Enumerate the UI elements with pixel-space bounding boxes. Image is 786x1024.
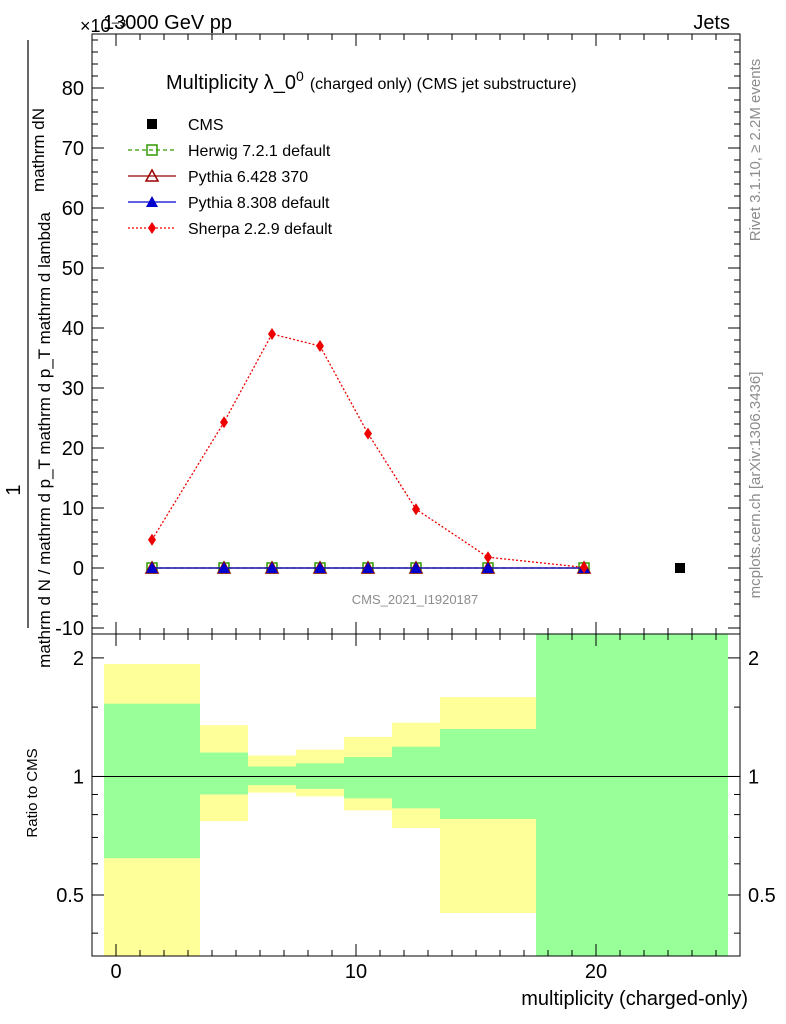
main-series: [144, 328, 685, 574]
y-tick-label: -10: [55, 618, 84, 640]
ratio-band-inner: [440, 728, 536, 819]
ratio-bands: [104, 634, 728, 956]
data-point: [314, 562, 326, 573]
y-tick-label: 60: [62, 198, 84, 220]
series-sherpa-2-2-9-default: [148, 328, 588, 574]
y-multiplier: ×10⁻³: [80, 16, 126, 36]
ratio-band-inner: [200, 752, 248, 795]
data-point: [410, 562, 422, 573]
data-point: [364, 427, 372, 440]
data-point: [144, 168, 160, 182]
y-tick-label: 40: [62, 318, 84, 340]
data-point: [220, 416, 228, 429]
data-point: [266, 562, 278, 573]
x-tick-label: 0: [110, 961, 121, 983]
ylabel-denominator: mathrm d N / mathrm d p_T mathrm d p_T m…: [35, 212, 54, 668]
data-point: [484, 551, 492, 564]
data-point: [146, 196, 158, 207]
data-point: [316, 340, 324, 352]
legend-item: CMS: [147, 117, 224, 134]
y-tick-label: 20: [62, 438, 84, 460]
legend: CMS Herwig 7.2.1 default Pythia 6.428 370 P…: [128, 117, 333, 238]
data-point: [146, 144, 158, 156]
legend-label: CMS: [188, 117, 224, 134]
ylabel-numerator: 1: [3, 484, 25, 495]
mcplots-label: mcplots.cern.ch [arXiv:1306.3436]: [747, 372, 764, 599]
ratio-ylabel: Ratio to CMS: [24, 748, 41, 837]
data-point: [148, 222, 156, 234]
ratio-y-tick-label: 1: [73, 766, 84, 788]
header-right: Jets: [693, 12, 730, 34]
legend-label: Pythia 8.308 default: [188, 195, 330, 212]
data-point: [147, 119, 157, 129]
ratio-band-inner: [104, 703, 200, 859]
data-point: [362, 562, 374, 573]
ratio-y-tick-label: 2: [73, 648, 84, 670]
y-tick-label: 70: [62, 138, 84, 160]
watermark: CMS_2021_I1920187: [352, 592, 479, 607]
chart-title-suffix: (charged only) (CMS jet substructure): [310, 76, 577, 93]
data-point: [146, 562, 158, 573]
chart-title: Multiplicity λ_00 (charged only) (CMS jet…: [166, 68, 577, 94]
legend-item: Sherpa 2.2.9 default: [128, 221, 333, 238]
legend-label: Sherpa 2.2.9 default: [188, 221, 333, 238]
legend-label: Pythia 6.428 370: [188, 169, 308, 186]
series-cms: [675, 563, 685, 573]
ratio-y-tick-label-right: 2: [748, 648, 759, 670]
x-axis-label: multiplicity (charged-only): [521, 988, 748, 1010]
ratio-band-inner: [632, 634, 728, 956]
ratio-band-inner: [392, 746, 440, 809]
main-ylabel: 1 mathrm dN mathrm d N / mathrm d p_T ma…: [3, 40, 54, 668]
ratio-band-inner: [248, 766, 296, 786]
ratio-panel-frame: [91, 633, 741, 957]
y-tick-label: 10: [62, 498, 84, 520]
header-left: 13000 GeV pp: [103, 12, 232, 34]
legend-item: Pythia 8.308 default: [128, 195, 330, 212]
ratio-band-inner: [344, 757, 392, 799]
data-point: [412, 503, 420, 516]
y-tick-label: 30: [62, 378, 84, 400]
ylabel-fraction-num: mathrm dN: [29, 108, 48, 192]
data-point: [675, 563, 685, 573]
main-y-ticks: -10 0 10 20 30 40 50 60 70 80: [55, 34, 741, 640]
data-point: [268, 328, 276, 340]
y-tick-label: 50: [62, 258, 84, 280]
y-tick-label: 0: [73, 558, 84, 580]
ratio-y-tick-label-right: 0.5: [748, 885, 776, 907]
series-pythia-8-308-default: [146, 562, 590, 573]
ratio-y-tick-label-right: 1: [748, 766, 759, 788]
data-point: [580, 561, 588, 574]
ratio-ticks: 0.5 0.51 12 20 10 20: [56, 634, 776, 983]
legend-item: Herwig 7.2.1 default: [128, 143, 331, 160]
series-line: [151, 333, 585, 569]
chart-title-sup: 0: [296, 68, 304, 84]
data-point: [482, 562, 494, 573]
x-tick-label: 10: [345, 961, 367, 983]
x-tick-label: 20: [585, 961, 607, 983]
ratio-y-tick-label: 0.5: [56, 885, 84, 907]
legend-item: Pythia 6.428 370: [128, 168, 308, 186]
legend-label: Herwig 7.2.1 default: [188, 143, 331, 160]
data-point: [218, 562, 230, 573]
rivet-label: Rivet 3.1.10, ≥ 2.2M events: [747, 59, 764, 242]
ratio-band-inner: [536, 634, 632, 956]
chart-title-main: Multiplicity λ_0: [166, 72, 296, 94]
data-point: [148, 533, 156, 546]
y-tick-label: 80: [62, 78, 84, 100]
